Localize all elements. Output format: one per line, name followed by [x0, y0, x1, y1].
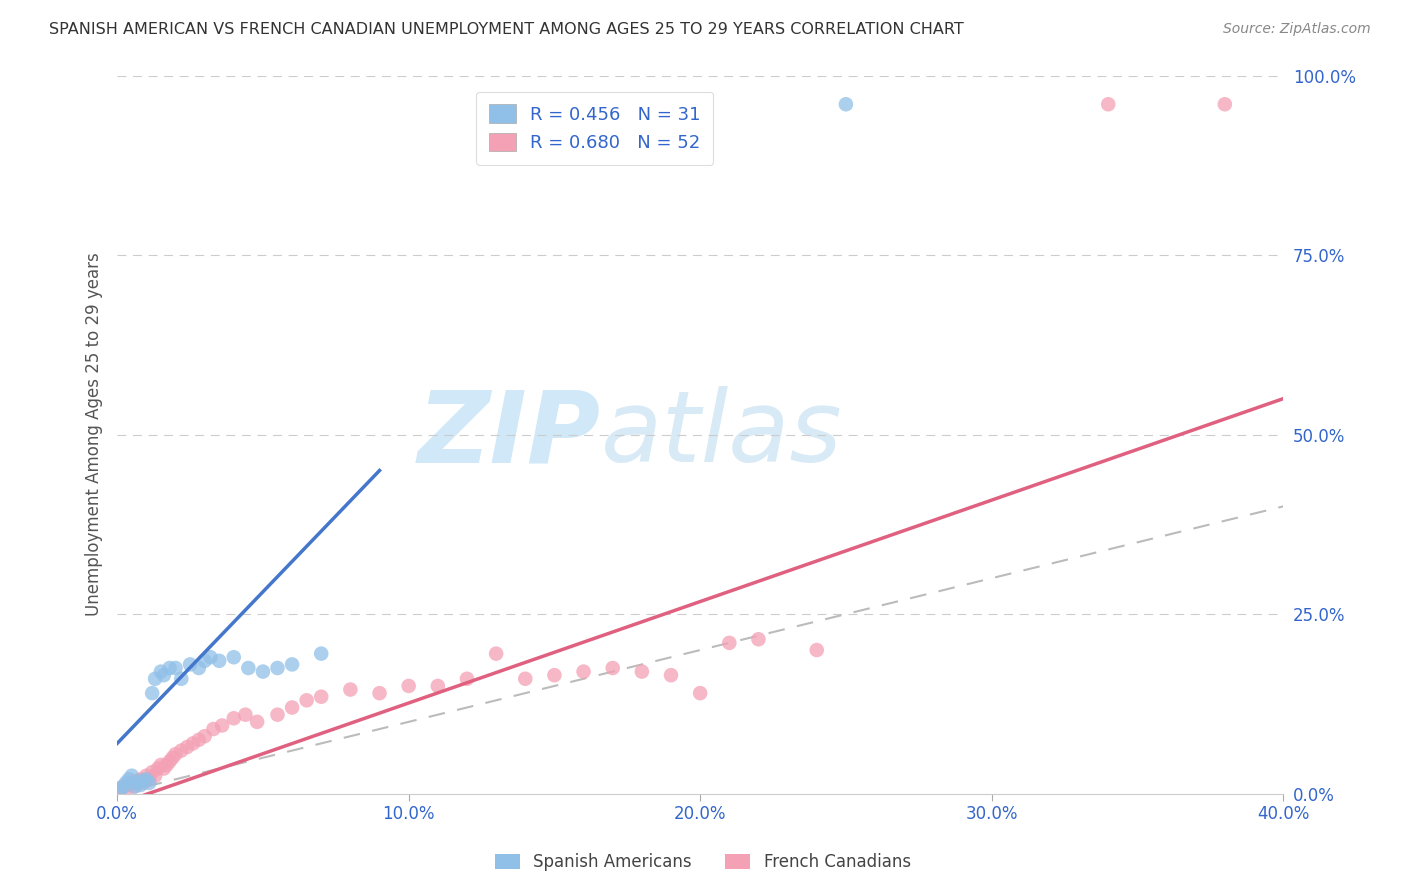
Point	[515, 672, 537, 686]
Point	[485, 647, 508, 661]
Point	[118, 778, 141, 792]
Point	[747, 632, 769, 647]
Text: ZIP: ZIP	[418, 386, 600, 483]
Point	[211, 718, 233, 732]
Point	[426, 679, 449, 693]
Point	[295, 693, 318, 707]
Point	[281, 700, 304, 714]
Point	[129, 778, 152, 792]
Point	[1097, 97, 1119, 112]
Point	[179, 657, 201, 672]
Point	[135, 772, 157, 787]
Legend: R = 0.456   N = 31, R = 0.680   N = 52: R = 0.456 N = 31, R = 0.680 N = 52	[477, 92, 713, 165]
Legend: Spanish Americans, French Canadians: Spanish Americans, French Canadians	[486, 845, 920, 880]
Point	[149, 758, 172, 772]
Point	[187, 661, 209, 675]
Point	[138, 776, 160, 790]
Point	[124, 780, 146, 794]
Point	[194, 654, 217, 668]
Point	[309, 647, 332, 661]
Point	[146, 762, 169, 776]
Point	[141, 686, 163, 700]
Point	[121, 769, 143, 783]
Point	[159, 755, 181, 769]
Point	[108, 783, 131, 797]
Point	[153, 762, 176, 776]
Point	[127, 776, 149, 790]
Point	[222, 650, 245, 665]
Point	[339, 682, 361, 697]
Point	[572, 665, 595, 679]
Point	[132, 773, 155, 788]
Point	[149, 665, 172, 679]
Point	[165, 747, 187, 761]
Point	[121, 776, 143, 790]
Point	[176, 739, 198, 754]
Point	[246, 714, 269, 729]
Point	[631, 665, 654, 679]
Point	[368, 686, 391, 700]
Point	[170, 672, 193, 686]
Point	[111, 780, 134, 794]
Point	[309, 690, 332, 704]
Point	[159, 661, 181, 675]
Point	[170, 743, 193, 757]
Text: Source: ZipAtlas.com: Source: ZipAtlas.com	[1223, 22, 1371, 37]
Point	[543, 668, 565, 682]
Point	[602, 661, 624, 675]
Point	[138, 772, 160, 787]
Point	[156, 758, 179, 772]
Point	[202, 722, 225, 736]
Point	[132, 776, 155, 790]
Point	[222, 711, 245, 725]
Y-axis label: Unemployment Among Ages 25 to 29 years: Unemployment Among Ages 25 to 29 years	[86, 252, 103, 616]
Point	[194, 729, 217, 743]
Point	[1213, 97, 1236, 112]
Point	[162, 751, 184, 765]
Point	[208, 654, 231, 668]
Point	[281, 657, 304, 672]
Point	[659, 668, 682, 682]
Point	[118, 772, 141, 787]
Point	[153, 668, 176, 682]
Point	[165, 661, 187, 675]
Point	[141, 765, 163, 780]
Point	[718, 636, 741, 650]
Point	[835, 97, 858, 112]
Point	[115, 783, 138, 797]
Point	[398, 679, 420, 693]
Text: atlas: atlas	[600, 386, 842, 483]
Point	[266, 661, 288, 675]
Point	[127, 773, 149, 788]
Point	[115, 776, 138, 790]
Point	[200, 650, 222, 665]
Point	[129, 772, 152, 787]
Point	[266, 707, 288, 722]
Point	[456, 672, 478, 686]
Point	[111, 780, 134, 794]
Point	[143, 672, 166, 686]
Point	[143, 769, 166, 783]
Point	[238, 661, 260, 675]
Point	[181, 736, 204, 750]
Point	[235, 707, 257, 722]
Point	[124, 780, 146, 794]
Point	[135, 769, 157, 783]
Point	[108, 783, 131, 797]
Point	[602, 97, 624, 112]
Point	[806, 643, 828, 657]
Point	[689, 686, 711, 700]
Point	[187, 732, 209, 747]
Point	[252, 665, 274, 679]
Text: SPANISH AMERICAN VS FRENCH CANADIAN UNEMPLOYMENT AMONG AGES 25 TO 29 YEARS CORRE: SPANISH AMERICAN VS FRENCH CANADIAN UNEM…	[49, 22, 965, 37]
